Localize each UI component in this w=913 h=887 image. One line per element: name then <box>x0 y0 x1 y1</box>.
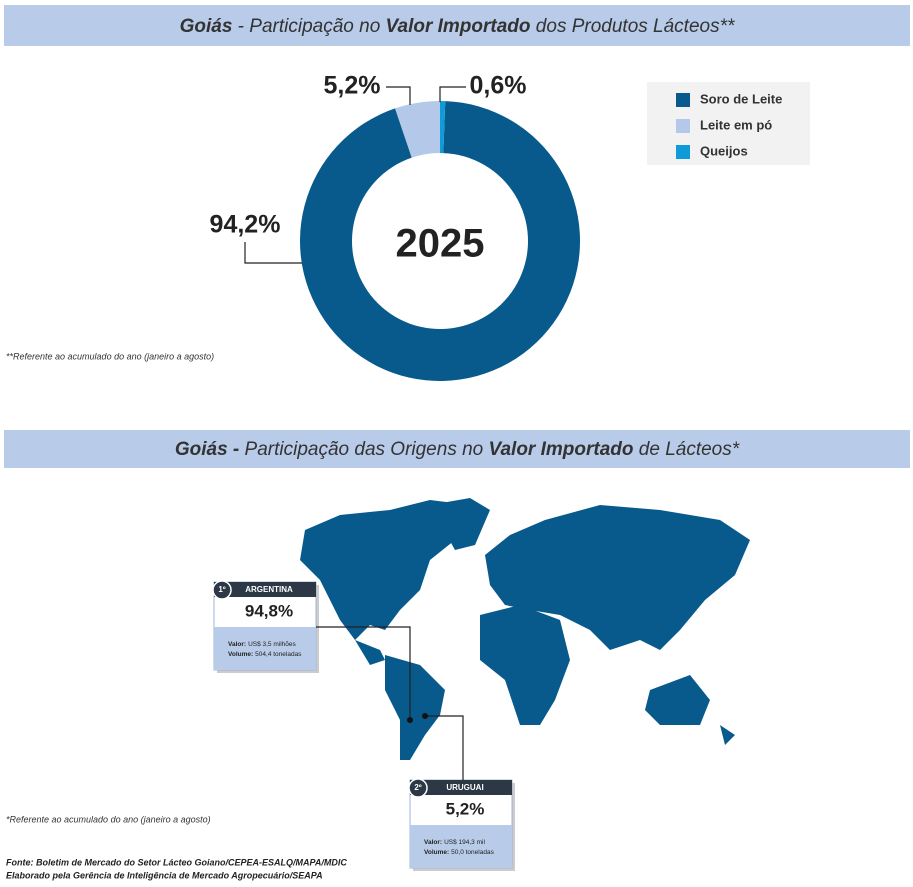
country: URUGUAI <box>446 783 483 792</box>
rank: 1º <box>218 585 225 594</box>
value-label: 5,2% <box>324 72 381 100</box>
donut-slice <box>300 101 580 382</box>
title-part: Goiás - <box>175 439 239 460</box>
center-label: 2025 <box>396 222 485 266</box>
valor-label: Valor: <box>228 641 246 648</box>
header-bar <box>4 430 910 468</box>
country: ARGENTINA <box>245 585 293 594</box>
donut-slice <box>440 101 446 154</box>
legend-label: Leite em pó <box>700 117 772 132</box>
volume: Volume: 50,0 toneladas <box>424 849 495 856</box>
leader-line <box>439 86 466 102</box>
map-title: Goiás - Participação das Origens no Valo… <box>175 439 740 460</box>
world-map <box>300 498 750 760</box>
legend-label: Soro de Leite <box>700 91 782 106</box>
valor-value: US$ 194,3 mil <box>444 839 485 846</box>
legend-label: Queijos <box>700 143 748 158</box>
callout-header <box>214 582 316 597</box>
title-part: Valor Importado <box>386 16 531 37</box>
volume-label: Volume: <box>228 651 253 658</box>
valor: Valor: US$ 194,3 mil <box>424 839 485 846</box>
valor-value: US$ 3,5 milhões <box>248 641 296 648</box>
legend-box <box>647 82 810 165</box>
donut-slice <box>395 101 440 158</box>
value-label: 94,2% <box>210 211 281 239</box>
rank-badge <box>212 580 232 600</box>
header-bar <box>4 5 910 46</box>
leader-line <box>316 626 411 720</box>
legend: Soro de Leite Leite em pó Queijos <box>676 91 782 159</box>
credit: Elaborado pela Gerência de Inteligência … <box>6 870 323 880</box>
title-part: Valor Importado <box>489 439 634 460</box>
legend-swatch <box>676 119 690 133</box>
chart-title: Goiás - Participação no Valor Importado … <box>180 16 735 37</box>
leader-line <box>425 715 464 780</box>
location-dot <box>407 717 413 723</box>
donut: 94,2% 5,2% 0,6% <box>210 72 580 382</box>
legend-swatch <box>676 93 690 107</box>
volume: Volume: 504,4 toneladas <box>228 651 302 658</box>
volume-label: Volume: <box>424 849 449 856</box>
title-part: Participação das Origens no <box>239 439 488 460</box>
title-part: Goiás <box>180 16 233 37</box>
title-part: dos Produtos Lácteos** <box>531 16 735 37</box>
location-dot <box>422 713 428 719</box>
leader-line <box>244 242 302 264</box>
legend-swatch <box>676 145 690 159</box>
footnote: *Referente ao acumulado do ano (janeiro … <box>6 814 211 824</box>
source: Fonte: Boletim de Mercado do Setor Lácte… <box>6 857 347 867</box>
callout-detail-bg <box>214 627 316 670</box>
callout-header <box>410 780 512 795</box>
callout-detail-bg <box>410 825 512 868</box>
rank: 2º <box>414 783 421 792</box>
share: 94,8% <box>245 601 293 620</box>
valor-label: Valor: <box>424 839 442 846</box>
volume-value: 50,0 toneladas <box>451 849 494 856</box>
leader-line <box>386 86 411 105</box>
rank-badge <box>408 778 428 798</box>
title-part: - Participação no <box>232 16 385 37</box>
footnote: **Referente ao acumulado do ano (janeiro… <box>6 351 214 361</box>
valor: Valor: US$ 3,5 milhões <box>228 641 297 648</box>
share: 5,2% <box>446 799 485 818</box>
value-label: 0,6% <box>470 72 527 100</box>
title-part: de Lácteos* <box>634 439 740 460</box>
volume-value: 504,4 toneladas <box>255 651 302 658</box>
